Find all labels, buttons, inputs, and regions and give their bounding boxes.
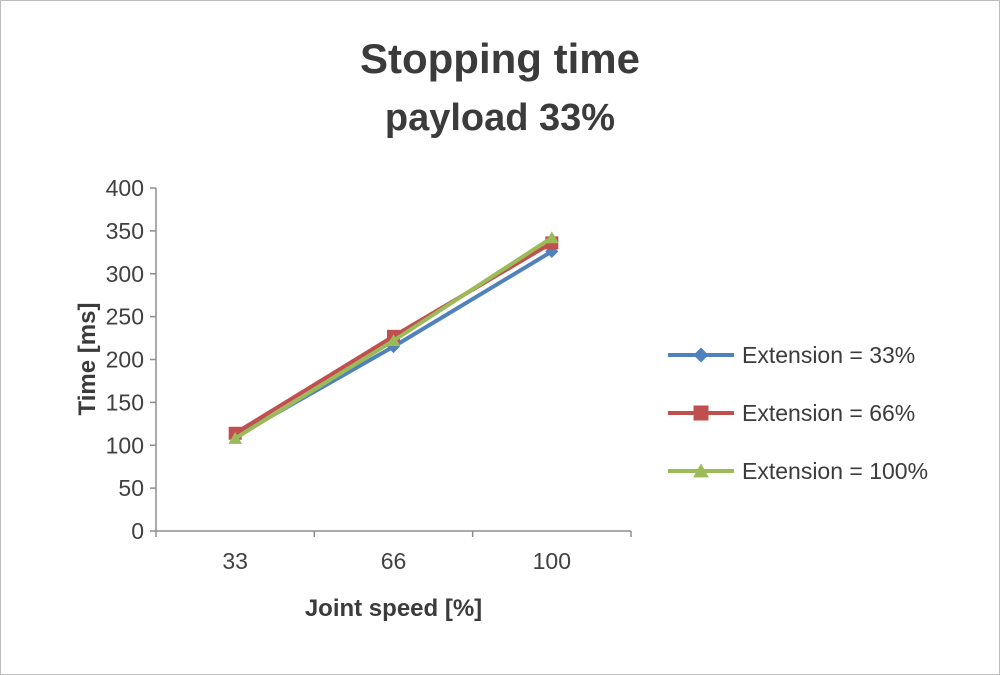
legend-marker-triangle-icon [666,459,736,483]
svg-text:100: 100 [533,548,571,574]
legend-marker-square-icon [666,401,736,425]
svg-text:150: 150 [106,389,144,415]
svg-text:33: 33 [222,548,248,574]
svg-text:350: 350 [106,218,144,244]
svg-text:0: 0 [131,518,144,544]
y-axis-title: Time [ms] [74,302,101,416]
svg-text:100: 100 [106,432,144,458]
svg-text:50: 50 [118,475,144,501]
legend-item-label: Extension = 66% [742,399,916,426]
legend: Extension = 33% Extension = 66% Extensio… [666,337,928,489]
chart-subtitle: payload 33% [384,97,616,139]
svg-text:200: 200 [106,347,144,373]
svg-text:250: 250 [106,304,144,330]
legend-item-label: Extension = 100% [742,457,929,484]
x-axis-title: Joint speed [%] [304,595,483,622]
plot-area: 0 50 100 150 200 250 300 350 400 33 66 100 [106,175,632,574]
chart-title: Stopping time [360,35,640,82]
svg-text:300: 300 [106,261,144,287]
legend-item-label: Extension = 33% [742,341,916,368]
svg-text:66: 66 [381,548,407,574]
legend-item: Extension = 33% [666,337,928,373]
legend-marker-diamond-icon [666,343,736,367]
legend-item: Extension = 100% [666,453,928,489]
svg-text:400: 400 [106,175,144,201]
legend-item: Extension = 66% [666,395,928,431]
